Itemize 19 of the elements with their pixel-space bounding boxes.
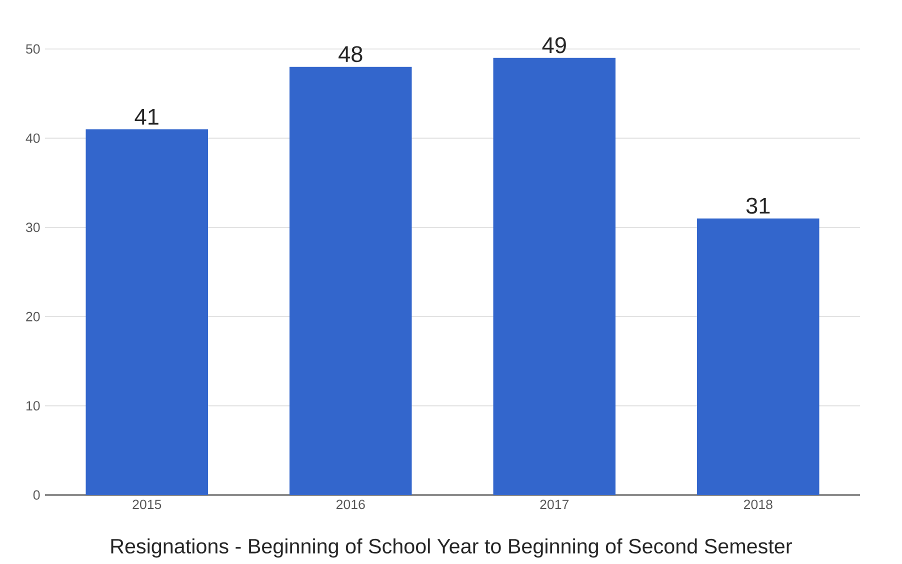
y-tick-label: 10 xyxy=(26,401,40,411)
y-tick-label: 50 xyxy=(26,44,40,54)
x-tick-label: 2018 xyxy=(744,500,772,510)
bar xyxy=(86,129,208,495)
bar xyxy=(493,58,616,495)
text: Resignations - Beginning of School Year to Beginning of Second Semester xyxy=(111,538,792,558)
y-tick-label: 40 xyxy=(26,133,40,143)
y-tick-label: 0 xyxy=(33,490,40,500)
bar xyxy=(697,218,820,495)
y-tick-label: 20 xyxy=(26,312,40,322)
data-label: 49 xyxy=(542,37,566,54)
y-tick-label: 30 xyxy=(26,222,40,232)
x-tick-label: 2015 xyxy=(132,500,162,510)
bar xyxy=(290,66,412,495)
x-tick-label: 2017 xyxy=(540,500,569,510)
data-label: 31 xyxy=(746,198,770,214)
data-label: 41 xyxy=(134,108,158,125)
data-label: 48 xyxy=(338,46,362,62)
x-tick-label: 2016 xyxy=(336,500,365,510)
